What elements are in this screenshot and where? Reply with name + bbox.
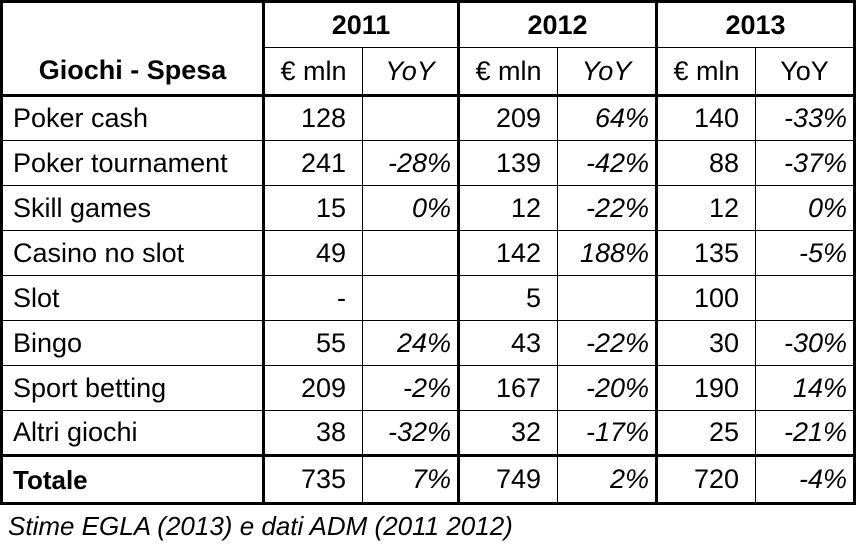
yoy-cell [362, 230, 460, 276]
spending-table: Giochi - Spesa 2011 2012 2013 € mln YoY € mln Y… [0, 0, 856, 505]
table-row: Casino no slot 49 142 188% 135 -5% [0, 230, 856, 276]
yoy-cell: 7% [362, 454, 460, 505]
yoy-cell: -2% [362, 365, 460, 411]
row-label: Poker tournament [0, 140, 265, 186]
yoy-cell: -4% [755, 454, 856, 505]
yoy-cell: 0% [755, 185, 856, 231]
value-cell: 139 [457, 140, 558, 186]
row-label: Bingo [0, 320, 265, 366]
column-subheader: YoY [362, 47, 460, 97]
yoy-cell: -22% [557, 185, 658, 231]
yoy-cell: -22% [557, 320, 658, 366]
column-subheader: € mln [655, 47, 756, 97]
yoy-cell: 14% [755, 365, 856, 411]
table-row: Slot - 5 100 [0, 275, 856, 321]
year-header: 2012 [457, 0, 658, 48]
yoy-cell: -32% [362, 410, 460, 457]
yoy-cell: -33% [755, 95, 856, 141]
source-caption: Stime EGLA (2013) e dati ADM (2011 2012) [8, 511, 513, 541]
table-row: Skill games 15 0% 12 -22% 12 0% [0, 185, 856, 231]
corner-label: Giochi - Spesa [0, 0, 265, 97]
value-cell: 190 [655, 365, 756, 411]
yoy-cell: -17% [557, 410, 658, 457]
value-cell: 38 [262, 410, 363, 457]
value-cell: 720 [655, 454, 756, 505]
yoy-cell: -37% [755, 140, 856, 186]
yoy-cell: 0% [362, 185, 460, 231]
value-cell: 142 [457, 230, 558, 276]
yoy-cell: 24% [362, 320, 460, 366]
value-cell: 209 [457, 95, 558, 141]
column-subheader: € mln [457, 47, 558, 97]
row-label: Altri giochi [0, 410, 265, 457]
column-subheader: € mln [262, 47, 363, 97]
yoy-cell: -5% [755, 230, 856, 276]
value-cell: 15 [262, 185, 363, 231]
row-label: Slot [0, 275, 265, 321]
value-cell: 12 [655, 185, 756, 231]
value-cell: 735 [262, 454, 363, 505]
value-cell: 241 [262, 140, 363, 186]
value-cell: 55 [262, 320, 363, 366]
value-cell: 25 [655, 410, 756, 457]
year-header-row: Giochi - Spesa 2011 2012 2013 [0, 0, 856, 97]
total-row: Totale 735 7% 749 2% 720 -4% [0, 454, 856, 505]
value-cell: 30 [655, 320, 756, 366]
yoy-cell: 64% [557, 95, 658, 141]
yoy-cell: -42% [557, 140, 658, 186]
yoy-cell: 2% [557, 454, 658, 505]
column-subheader: YoY [557, 47, 658, 97]
value-cell: 140 [655, 95, 756, 141]
sub-header-row: € mln YoY € mln YoY € mln YoY [2, 47, 856, 97]
yoy-cell [362, 95, 460, 141]
value-cell: 749 [457, 454, 558, 505]
row-label: Skill games [0, 185, 265, 231]
value-cell: - [262, 275, 363, 321]
yoy-cell: -30% [755, 320, 856, 366]
yoy-cell: 188% [557, 230, 658, 276]
table-row: Sport betting 209 -2% 167 -20% 190 14% [0, 365, 856, 411]
year-header: 2011 [262, 0, 460, 48]
row-label: Sport betting [0, 365, 265, 411]
value-cell: 88 [655, 140, 756, 186]
value-cell: 12 [457, 185, 558, 231]
column-subheader: YoY [755, 47, 856, 97]
total-label: Totale [0, 454, 265, 505]
value-cell: 32 [457, 410, 558, 457]
value-cell: 100 [655, 275, 756, 321]
value-cell: 209 [262, 365, 363, 411]
row-label: Poker cash [0, 95, 265, 141]
table-row: Bingo 55 24% 43 -22% 30 -30% [0, 320, 856, 366]
table-row: Poker cash 128 209 64% 140 -33% [0, 95, 856, 141]
table-row: Poker tournament 241 -28% 139 -42% 88 -37% [0, 140, 856, 186]
value-cell: 135 [655, 230, 756, 276]
yoy-cell: -28% [362, 140, 460, 186]
value-cell: 43 [457, 320, 558, 366]
value-cell: 49 [262, 230, 363, 276]
value-cell: 128 [262, 95, 363, 141]
yoy-cell [755, 275, 856, 321]
yoy-cell: -21% [755, 410, 856, 457]
yoy-cell [557, 275, 658, 321]
value-cell: 167 [457, 365, 558, 411]
row-label: Casino no slot [0, 230, 265, 276]
year-header: 2013 [655, 0, 856, 48]
yoy-cell: -20% [557, 365, 658, 411]
yoy-cell [362, 275, 460, 321]
value-cell: 5 [457, 275, 558, 321]
table-row: Altri giochi 38 -32% 32 -17% 25 -21% [0, 410, 856, 457]
